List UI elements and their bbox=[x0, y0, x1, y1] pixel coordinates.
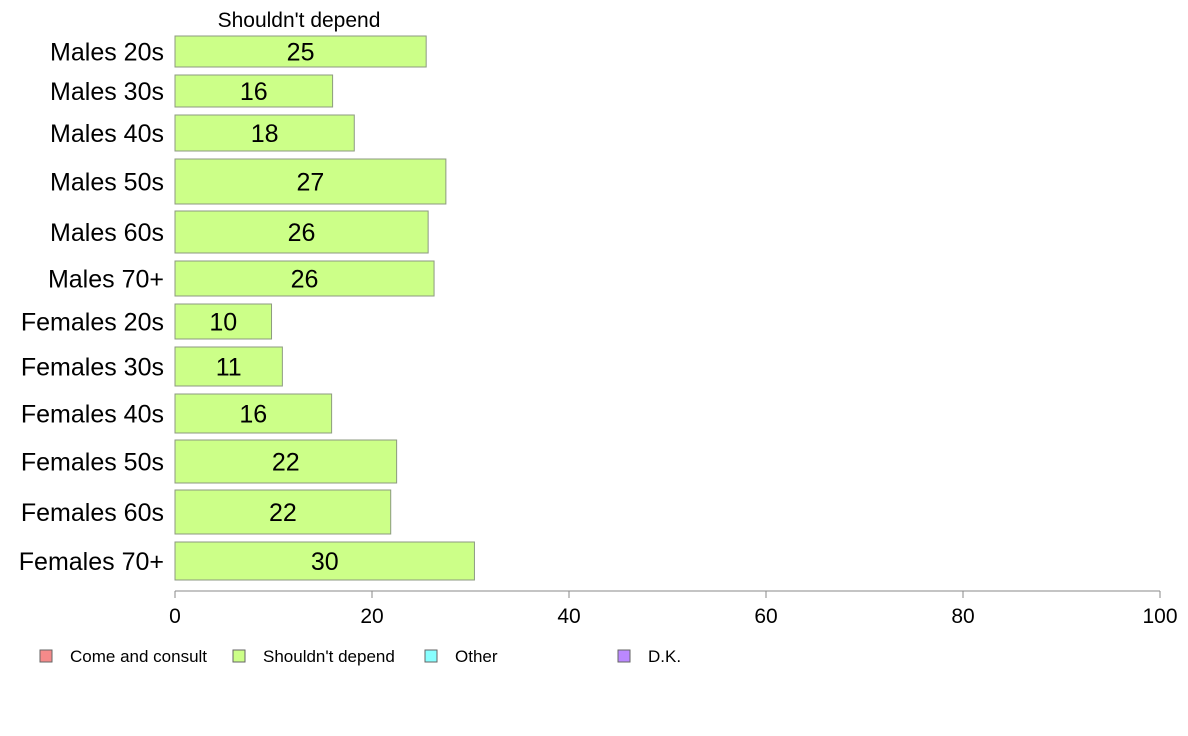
x-tick-label: 20 bbox=[360, 605, 383, 628]
bar bbox=[174, 158, 447, 205]
data-label: 26 bbox=[288, 219, 316, 247]
data-label: 30 bbox=[311, 548, 339, 576]
legend-label: D.K. bbox=[648, 647, 681, 666]
x-tick-label: 0 bbox=[169, 605, 181, 628]
category-label: Males 50s bbox=[50, 169, 164, 197]
bar bbox=[174, 260, 435, 297]
x-tick-label: 60 bbox=[754, 605, 777, 628]
bar-group: Males 20s 25 Males 30s 16 Males 40s 18 Males 5… bbox=[19, 35, 475, 581]
category-label: Females 50s bbox=[21, 449, 164, 477]
x-tick-label: 80 bbox=[951, 605, 974, 628]
bar bbox=[174, 210, 429, 254]
panel-title: Shouldn't depend bbox=[218, 9, 381, 32]
legend-swatch bbox=[424, 649, 438, 663]
bar bbox=[174, 114, 355, 152]
legend-label: Other bbox=[455, 647, 498, 666]
category-label: Males 40s bbox=[50, 120, 164, 148]
data-label: 22 bbox=[272, 449, 300, 477]
legend-swatch bbox=[232, 649, 246, 663]
data-label: 26 bbox=[291, 266, 319, 294]
category-label: Females 40s bbox=[21, 401, 164, 429]
data-label: 22 bbox=[269, 499, 297, 527]
legend-swatch bbox=[617, 649, 631, 663]
data-label: 16 bbox=[239, 401, 267, 429]
category-label: Males 20s bbox=[50, 39, 164, 67]
bar bbox=[174, 541, 475, 581]
bar bbox=[174, 439, 398, 484]
legend: Come and consult Shouldn't depend Other D.K… bbox=[39, 647, 681, 666]
data-label: 10 bbox=[209, 309, 237, 337]
legend-label: Shouldn't depend bbox=[263, 647, 395, 666]
bar bbox=[174, 489, 392, 535]
bar bbox=[174, 74, 334, 108]
legend-label: Come and consult bbox=[70, 647, 207, 666]
data-label: 16 bbox=[240, 78, 268, 106]
legend-swatch bbox=[39, 649, 53, 663]
category-label: Males 60s bbox=[50, 219, 164, 247]
category-label: Females 70+ bbox=[19, 548, 164, 576]
category-label: Males 70+ bbox=[48, 266, 164, 294]
x-axis: 0 20 40 60 80 100 bbox=[169, 590, 1178, 628]
bar bbox=[174, 35, 427, 68]
x-tick-label: 100 bbox=[1142, 605, 1177, 628]
data-label: 11 bbox=[216, 354, 242, 382]
data-label: 25 bbox=[287, 39, 315, 67]
category-label: Females 20s bbox=[21, 309, 164, 337]
data-label: 27 bbox=[297, 169, 325, 197]
category-label: Females 60s bbox=[21, 499, 164, 527]
category-label: Males 30s bbox=[50, 78, 164, 106]
bar bbox=[174, 393, 333, 434]
data-label: 18 bbox=[251, 120, 279, 148]
category-label: Females 30s bbox=[21, 354, 164, 382]
bar bbox=[174, 346, 283, 387]
x-tick-label: 40 bbox=[557, 605, 580, 628]
bar bbox=[174, 303, 273, 340]
